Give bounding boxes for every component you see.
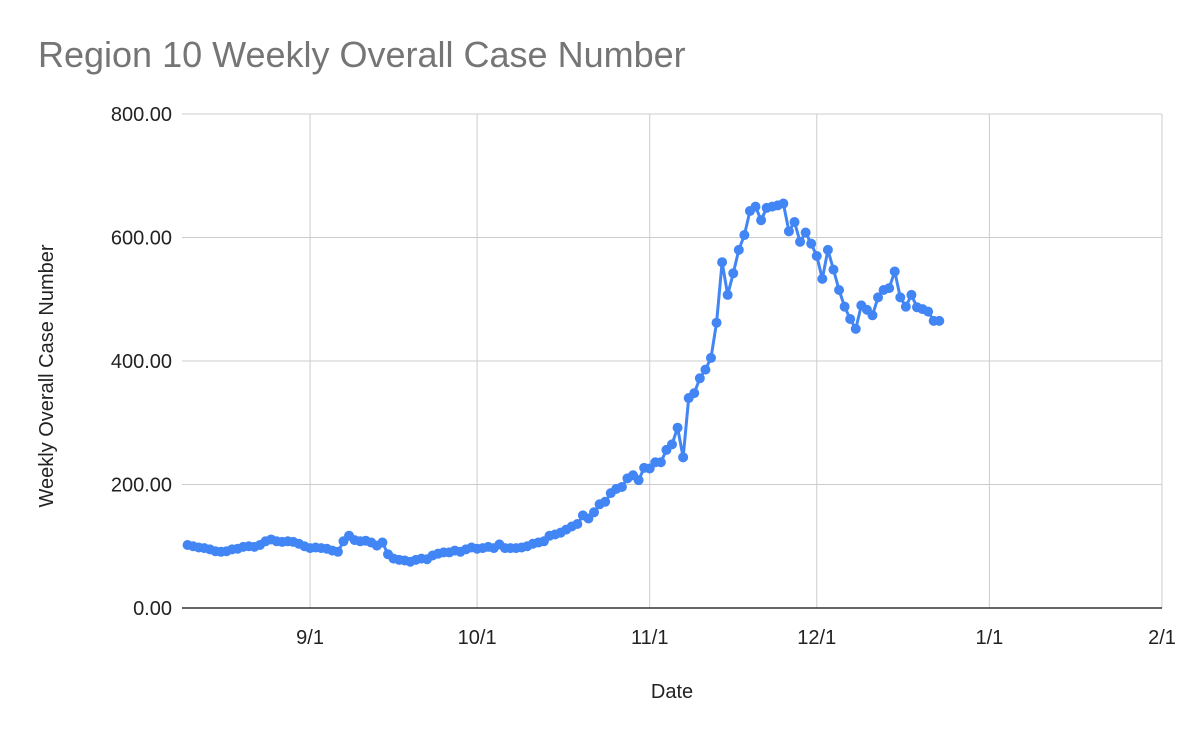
data-point <box>822 244 833 255</box>
x-tick-label: 11/1 <box>631 627 668 649</box>
data-point <box>672 422 683 433</box>
data-point <box>817 273 828 284</box>
data-point <box>733 244 744 255</box>
data-point <box>728 268 739 279</box>
data-point <box>934 315 945 326</box>
y-tick-label: 800.00 <box>111 104 172 126</box>
y-axis-title: Weekly Overall Case Number <box>36 244 58 507</box>
series-line-layer <box>186 202 941 564</box>
data-point <box>806 238 817 249</box>
data-point <box>700 364 711 375</box>
data-point <box>828 264 839 275</box>
data-point <box>867 310 878 321</box>
x-tick-labels: 9/1 10/1 11/1 12/1 1/1 2/1 <box>296 627 1176 649</box>
data-point <box>739 230 750 241</box>
data-point <box>889 266 900 277</box>
x-tick-label: 1/1 <box>975 627 1003 649</box>
data-point <box>689 388 700 399</box>
data-point <box>789 217 800 228</box>
data-point <box>900 301 911 312</box>
data-point <box>600 496 611 507</box>
data-point <box>633 475 644 486</box>
x-tick-label: 9/1 <box>296 627 324 649</box>
data-point <box>377 537 388 548</box>
y-tick-labels: 0.00 200.00 400.00 600.00 800.00 <box>111 104 172 620</box>
data-point <box>717 257 728 268</box>
data-point <box>616 481 627 492</box>
gridlines <box>182 113 1163 608</box>
data-point <box>845 314 856 325</box>
data-point <box>572 519 583 530</box>
data-point <box>850 323 861 334</box>
data-point <box>884 283 895 294</box>
data-point <box>800 227 811 238</box>
y-tick-label: 0.00 <box>133 598 172 620</box>
data-points <box>182 198 945 567</box>
data-point <box>589 507 600 518</box>
data-point <box>756 215 767 226</box>
data-point <box>778 198 789 209</box>
y-tick-label: 200.00 <box>111 475 172 497</box>
data-point <box>705 352 716 363</box>
x-axis-title: Date <box>651 681 693 703</box>
data-point <box>678 452 689 463</box>
data-point <box>722 289 733 300</box>
data-point <box>667 439 677 450</box>
data-point <box>783 226 794 237</box>
data-point <box>923 306 934 317</box>
data-point <box>811 251 822 262</box>
data-point <box>655 457 666 468</box>
data-point <box>795 236 806 247</box>
y-tick-label: 600.00 <box>111 228 172 250</box>
data-point <box>332 546 343 557</box>
x-tick-label: 10/1 <box>458 627 497 649</box>
data-point <box>694 373 705 384</box>
data-point <box>906 289 917 300</box>
data-point <box>711 317 722 328</box>
data-point <box>895 292 906 303</box>
x-tick-label: 2/1 <box>1148 627 1176 649</box>
x-tick-label: 12/1 <box>797 627 836 649</box>
data-point <box>834 284 845 295</box>
data-point <box>750 201 761 212</box>
data-point <box>839 301 850 312</box>
y-tick-label: 400.00 <box>111 351 172 373</box>
series-line <box>186 202 941 564</box>
chart-title: Region 10 Weekly Overall Case Number <box>38 34 686 75</box>
data-point <box>873 292 884 303</box>
